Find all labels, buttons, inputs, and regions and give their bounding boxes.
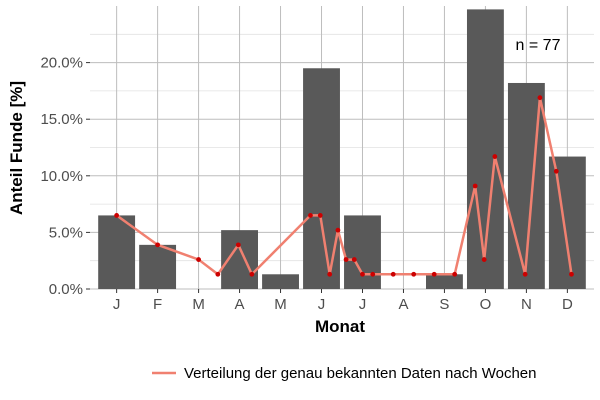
bar: [344, 215, 381, 289]
line-point: [335, 227, 341, 233]
line-point: [472, 183, 478, 189]
y-axis-ticks: 0.0% 5.0% 10.0% 15.0% 20.0%: [40, 55, 90, 298]
y-tick-label: 5.0%: [49, 224, 83, 241]
x-tick-label: M: [274, 296, 287, 313]
y-axis-title: Anteil Funde [%]: [7, 81, 26, 215]
bar: [548, 156, 586, 289]
line-point: [492, 154, 498, 159]
line-point: [215, 271, 221, 277]
line-point: [351, 257, 357, 262]
legend: Verteilung der genau bekannten Daten nac…: [152, 365, 537, 382]
line-point: [522, 271, 528, 277]
x-tick-label: S: [439, 296, 449, 313]
line-point: [452, 271, 458, 277]
x-tick-label: J: [113, 296, 121, 313]
line-point: [327, 271, 333, 277]
line-point: [155, 242, 161, 248]
line-point: [343, 257, 349, 262]
bar: [426, 274, 463, 289]
bar: [139, 244, 177, 289]
legend-label: Verteilung der genau bekannten Daten nac…: [184, 365, 537, 382]
line-series: [114, 95, 574, 277]
bar-series: [98, 9, 586, 290]
x-tick-label: J: [359, 296, 367, 313]
line-point: [370, 271, 376, 277]
line-point: [360, 271, 365, 277]
x-tick-label: N: [521, 296, 532, 313]
x-tick-label: A: [235, 296, 245, 313]
line-point: [308, 213, 313, 218]
x-tick-label: J: [318, 296, 326, 313]
bar: [262, 274, 299, 289]
line-point: [114, 213, 120, 218]
x-tick-label: F: [153, 296, 162, 313]
sample-size-annotation: n = 77: [516, 37, 561, 54]
x-tick-label: M: [192, 296, 205, 313]
x-tick-label: D: [562, 296, 573, 313]
line-point: [249, 271, 255, 277]
y-tick-label: 15.0%: [40, 111, 83, 128]
line-point: [317, 213, 323, 218]
bar: [98, 215, 136, 289]
x-axis-title: Monat: [315, 317, 365, 336]
x-tick-label: A: [398, 296, 408, 313]
line-point: [537, 95, 543, 101]
y-tick-label: 10.0%: [40, 168, 83, 185]
line-point: [196, 257, 201, 262]
line-point: [431, 271, 437, 277]
x-tick-label: O: [480, 296, 492, 313]
y-tick-label: 20.0%: [40, 55, 83, 72]
line-point: [481, 257, 487, 262]
bar: [303, 68, 340, 289]
y-tick-label: 0.0%: [49, 281, 83, 298]
line-point: [553, 168, 559, 174]
line-point: [390, 271, 396, 277]
line-point: [569, 271, 574, 277]
line-point: [235, 242, 241, 248]
line-point: [411, 271, 417, 277]
